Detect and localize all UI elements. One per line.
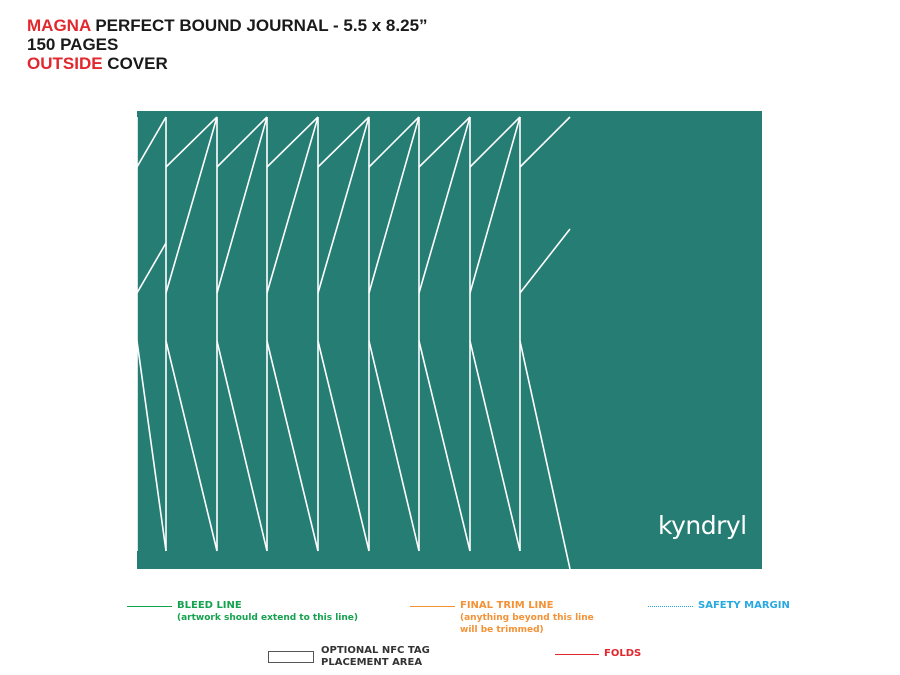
pattern-line: [519, 340, 571, 569]
pattern-line: [368, 116, 420, 294]
pattern-line: [266, 116, 319, 294]
trim-line-swatch: [410, 606, 455, 607]
pattern-line: [519, 116, 571, 168]
pattern-line: [216, 116, 268, 294]
pattern-line: [469, 340, 521, 552]
folds-swatch: [555, 654, 599, 655]
nfc-tag-swatch: [268, 651, 314, 663]
bleed-line-note: (artwork should extend to this line): [177, 613, 358, 623]
pattern-line: [137, 242, 167, 294]
pattern-line: [165, 116, 218, 168]
pattern-line: [317, 116, 370, 168]
pattern-line: [137, 340, 167, 552]
pattern-line: [266, 340, 319, 552]
pattern-line: [368, 340, 420, 552]
bleed-line-swatch: [127, 606, 172, 607]
nfc-legend: OPTIONAL NFC TAG PLACEMENT AREA: [321, 645, 430, 669]
product-name: PERFECT BOUND JOURNAL - 5.5 x 8.25”: [90, 16, 428, 35]
folds-label: FOLDS: [604, 648, 642, 659]
nfc-label-2: PLACEMENT AREA: [321, 657, 423, 668]
title-line-3: OUTSIDE COVER: [27, 54, 428, 73]
cover-line-pattern: [137, 116, 571, 569]
pattern-line: [418, 340, 471, 552]
pattern-line: [317, 340, 370, 552]
page-count: 150 PAGES: [27, 35, 119, 54]
trim-line-label: FINAL TRIM LINE: [460, 600, 554, 611]
pattern-line: [165, 340, 218, 552]
title-block: MAGNA PERFECT BOUND JOURNAL - 5.5 x 8.25…: [27, 16, 428, 73]
pattern-line: [519, 228, 571, 294]
pattern-line: [469, 116, 521, 168]
kyndryl-logo: kyndryl: [658, 511, 747, 540]
pattern-line: [165, 116, 218, 294]
pattern-line: [266, 116, 319, 168]
pattern-line: [418, 116, 471, 294]
cover-artwork: kyndryl: [137, 111, 762, 569]
brand-name: MAGNA: [27, 16, 91, 35]
pattern-line: [418, 116, 471, 168]
pattern-line: [469, 116, 521, 294]
bleed-line-label: BLEED LINE: [177, 600, 242, 611]
cover-label: COVER: [102, 54, 168, 73]
safety-margin-swatch: [648, 606, 693, 607]
trim-line-note-1: (anything beyond this line: [460, 613, 594, 623]
cover-side: OUTSIDE: [27, 54, 103, 73]
trim-line-note-2: will be trimmed): [460, 625, 544, 635]
title-line-1: MAGNA PERFECT BOUND JOURNAL - 5.5 x 8.25…: [27, 16, 428, 35]
pattern-line: [317, 116, 370, 294]
nfc-label-1: OPTIONAL NFC TAG: [321, 645, 430, 656]
pattern-line: [216, 340, 268, 552]
pattern-line: [368, 116, 420, 168]
bleed-line-legend: BLEED LINE (artwork should extend to thi…: [177, 600, 358, 624]
trim-line-legend: FINAL TRIM LINE (anything beyond this li…: [460, 600, 594, 636]
pattern-line: [216, 116, 268, 168]
pattern-line: [137, 116, 167, 168]
safety-margin-label: SAFETY MARGIN: [698, 600, 790, 611]
